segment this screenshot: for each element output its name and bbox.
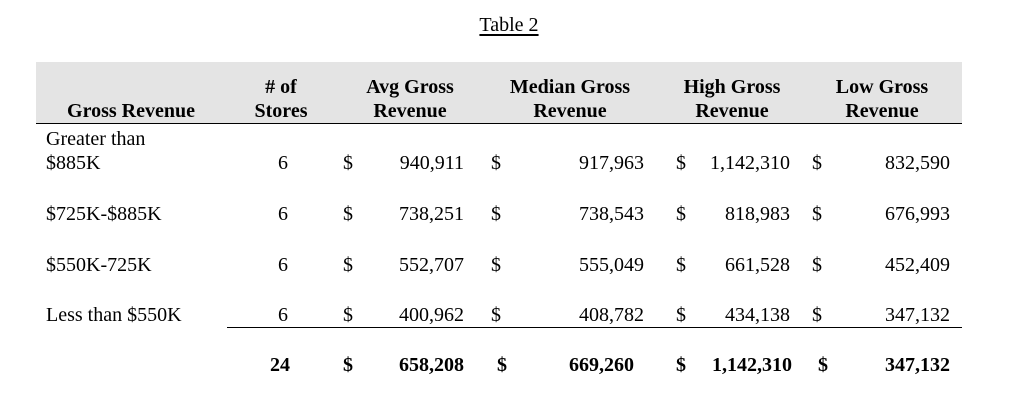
low-cell: 832,590 bbox=[885, 152, 950, 174]
avg-cell: 552,707 bbox=[399, 254, 464, 276]
row-label: $725K-$885K bbox=[46, 203, 162, 225]
currency-symbol: $ bbox=[812, 152, 822, 174]
currency-symbol: $ bbox=[491, 203, 501, 225]
header-stores: # of Stores bbox=[254, 76, 308, 122]
high-cell: 818,983 bbox=[725, 203, 790, 225]
low-cell: 452,409 bbox=[885, 254, 950, 276]
currency-symbol: $ bbox=[812, 203, 822, 225]
stores-cell: 6 bbox=[278, 152, 288, 174]
currency-symbol: $ bbox=[343, 152, 353, 174]
total-high-cell: 1,142,310 bbox=[712, 354, 792, 376]
currency-symbol: $ bbox=[343, 254, 353, 276]
currency-symbol: $ bbox=[818, 354, 828, 376]
currency-symbol: $ bbox=[497, 354, 507, 376]
currency-symbol: $ bbox=[491, 152, 501, 174]
avg-cell: 400,962 bbox=[399, 304, 464, 326]
table-title: Table 2 bbox=[479, 14, 539, 36]
stores-cell: 6 bbox=[278, 304, 288, 326]
currency-symbol: $ bbox=[676, 203, 686, 225]
header-band bbox=[36, 62, 962, 123]
median-cell: 738,543 bbox=[579, 203, 644, 225]
total-avg-cell: 658,208 bbox=[399, 354, 464, 376]
header-avg: Avg Gross Revenue bbox=[366, 76, 454, 122]
total-rule bbox=[227, 327, 962, 328]
currency-symbol: $ bbox=[812, 304, 822, 326]
currency-symbol: $ bbox=[676, 152, 686, 174]
header-rule bbox=[36, 123, 962, 124]
total-median-cell: 669,260 bbox=[569, 354, 634, 376]
total-low-cell: 347,132 bbox=[885, 354, 950, 376]
currency-symbol: $ bbox=[676, 254, 686, 276]
row-label: Less than $550K bbox=[46, 304, 182, 326]
currency-symbol: $ bbox=[491, 304, 501, 326]
currency-symbol: $ bbox=[343, 354, 353, 376]
stores-cell: 6 bbox=[278, 254, 288, 276]
stores-cell: 6 bbox=[278, 203, 288, 225]
currency-symbol: $ bbox=[676, 304, 686, 326]
high-cell: 661,528 bbox=[725, 254, 790, 276]
currency-symbol: $ bbox=[491, 254, 501, 276]
total-stores-cell: 24 bbox=[270, 354, 290, 376]
header-low: Low Gross Revenue bbox=[835, 76, 929, 122]
row-label: Greater than $885K bbox=[46, 128, 146, 174]
high-cell: 434,138 bbox=[725, 304, 790, 326]
header-median: Median Gross Revenue bbox=[509, 76, 631, 122]
currency-symbol: $ bbox=[343, 304, 353, 326]
median-cell: 555,049 bbox=[579, 254, 644, 276]
low-cell: 676,993 bbox=[885, 203, 950, 225]
high-cell: 1,142,310 bbox=[710, 152, 790, 174]
currency-symbol: $ bbox=[343, 203, 353, 225]
median-cell: 408,782 bbox=[579, 304, 644, 326]
avg-cell: 940,911 bbox=[399, 152, 464, 174]
median-cell: 917,963 bbox=[579, 152, 644, 174]
low-cell: 347,132 bbox=[885, 304, 950, 326]
currency-symbol: $ bbox=[812, 254, 822, 276]
row-label: $550K-725K bbox=[46, 254, 152, 276]
header-gross-revenue: Gross Revenue bbox=[67, 100, 195, 122]
avg-cell: 738,251 bbox=[399, 203, 464, 225]
currency-symbol: $ bbox=[676, 354, 686, 376]
header-high: High Gross Revenue bbox=[683, 76, 781, 122]
